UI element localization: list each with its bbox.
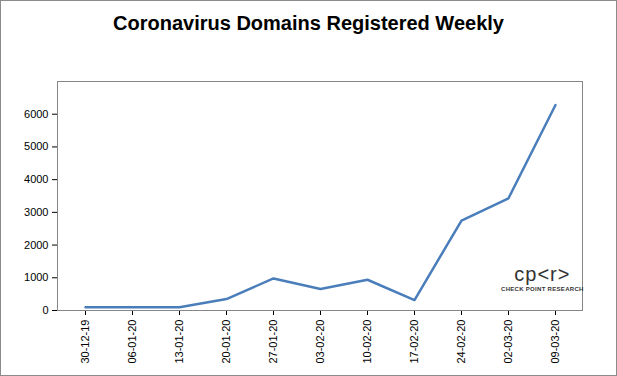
svg-text:4000: 4000 xyxy=(24,173,48,185)
svg-text:27-01-20: 27-01-20 xyxy=(267,320,279,364)
html-text:CHECK POINT RESEARCH: CHECK POINT RESEARCH xyxy=(501,286,584,292)
svg-text:13-01-20: 13-01-20 xyxy=(173,320,185,364)
svg-text:2000: 2000 xyxy=(24,239,48,251)
html-text:cp<r>: cp<r> xyxy=(514,263,571,285)
svg-text:03-02-20: 03-02-20 xyxy=(314,320,326,364)
svg-text:6000: 6000 xyxy=(24,108,48,120)
svg-text:5000: 5000 xyxy=(24,140,48,152)
svg-text:20-01-20: 20-01-20 xyxy=(220,320,232,364)
svg-text:1000: 1000 xyxy=(24,271,48,283)
svg-text:09-03-20: 09-03-20 xyxy=(549,320,561,364)
svg-text:10-02-20: 10-02-20 xyxy=(361,320,373,364)
svg-text:06-01-20: 06-01-20 xyxy=(126,320,138,364)
svg-text:02-03-20: 02-03-20 xyxy=(502,320,514,364)
svg-text:17-02-20: 17-02-20 xyxy=(408,320,420,364)
svg-text:30-12-19: 30-12-19 xyxy=(79,320,91,364)
svg-text:0: 0 xyxy=(42,304,48,316)
svg-text:3000: 3000 xyxy=(24,206,48,218)
html-text:Coronavirus Domains Registered: Coronavirus Domains Registered Weekly xyxy=(113,12,504,34)
svg-text:24-02-20: 24-02-20 xyxy=(455,320,467,364)
